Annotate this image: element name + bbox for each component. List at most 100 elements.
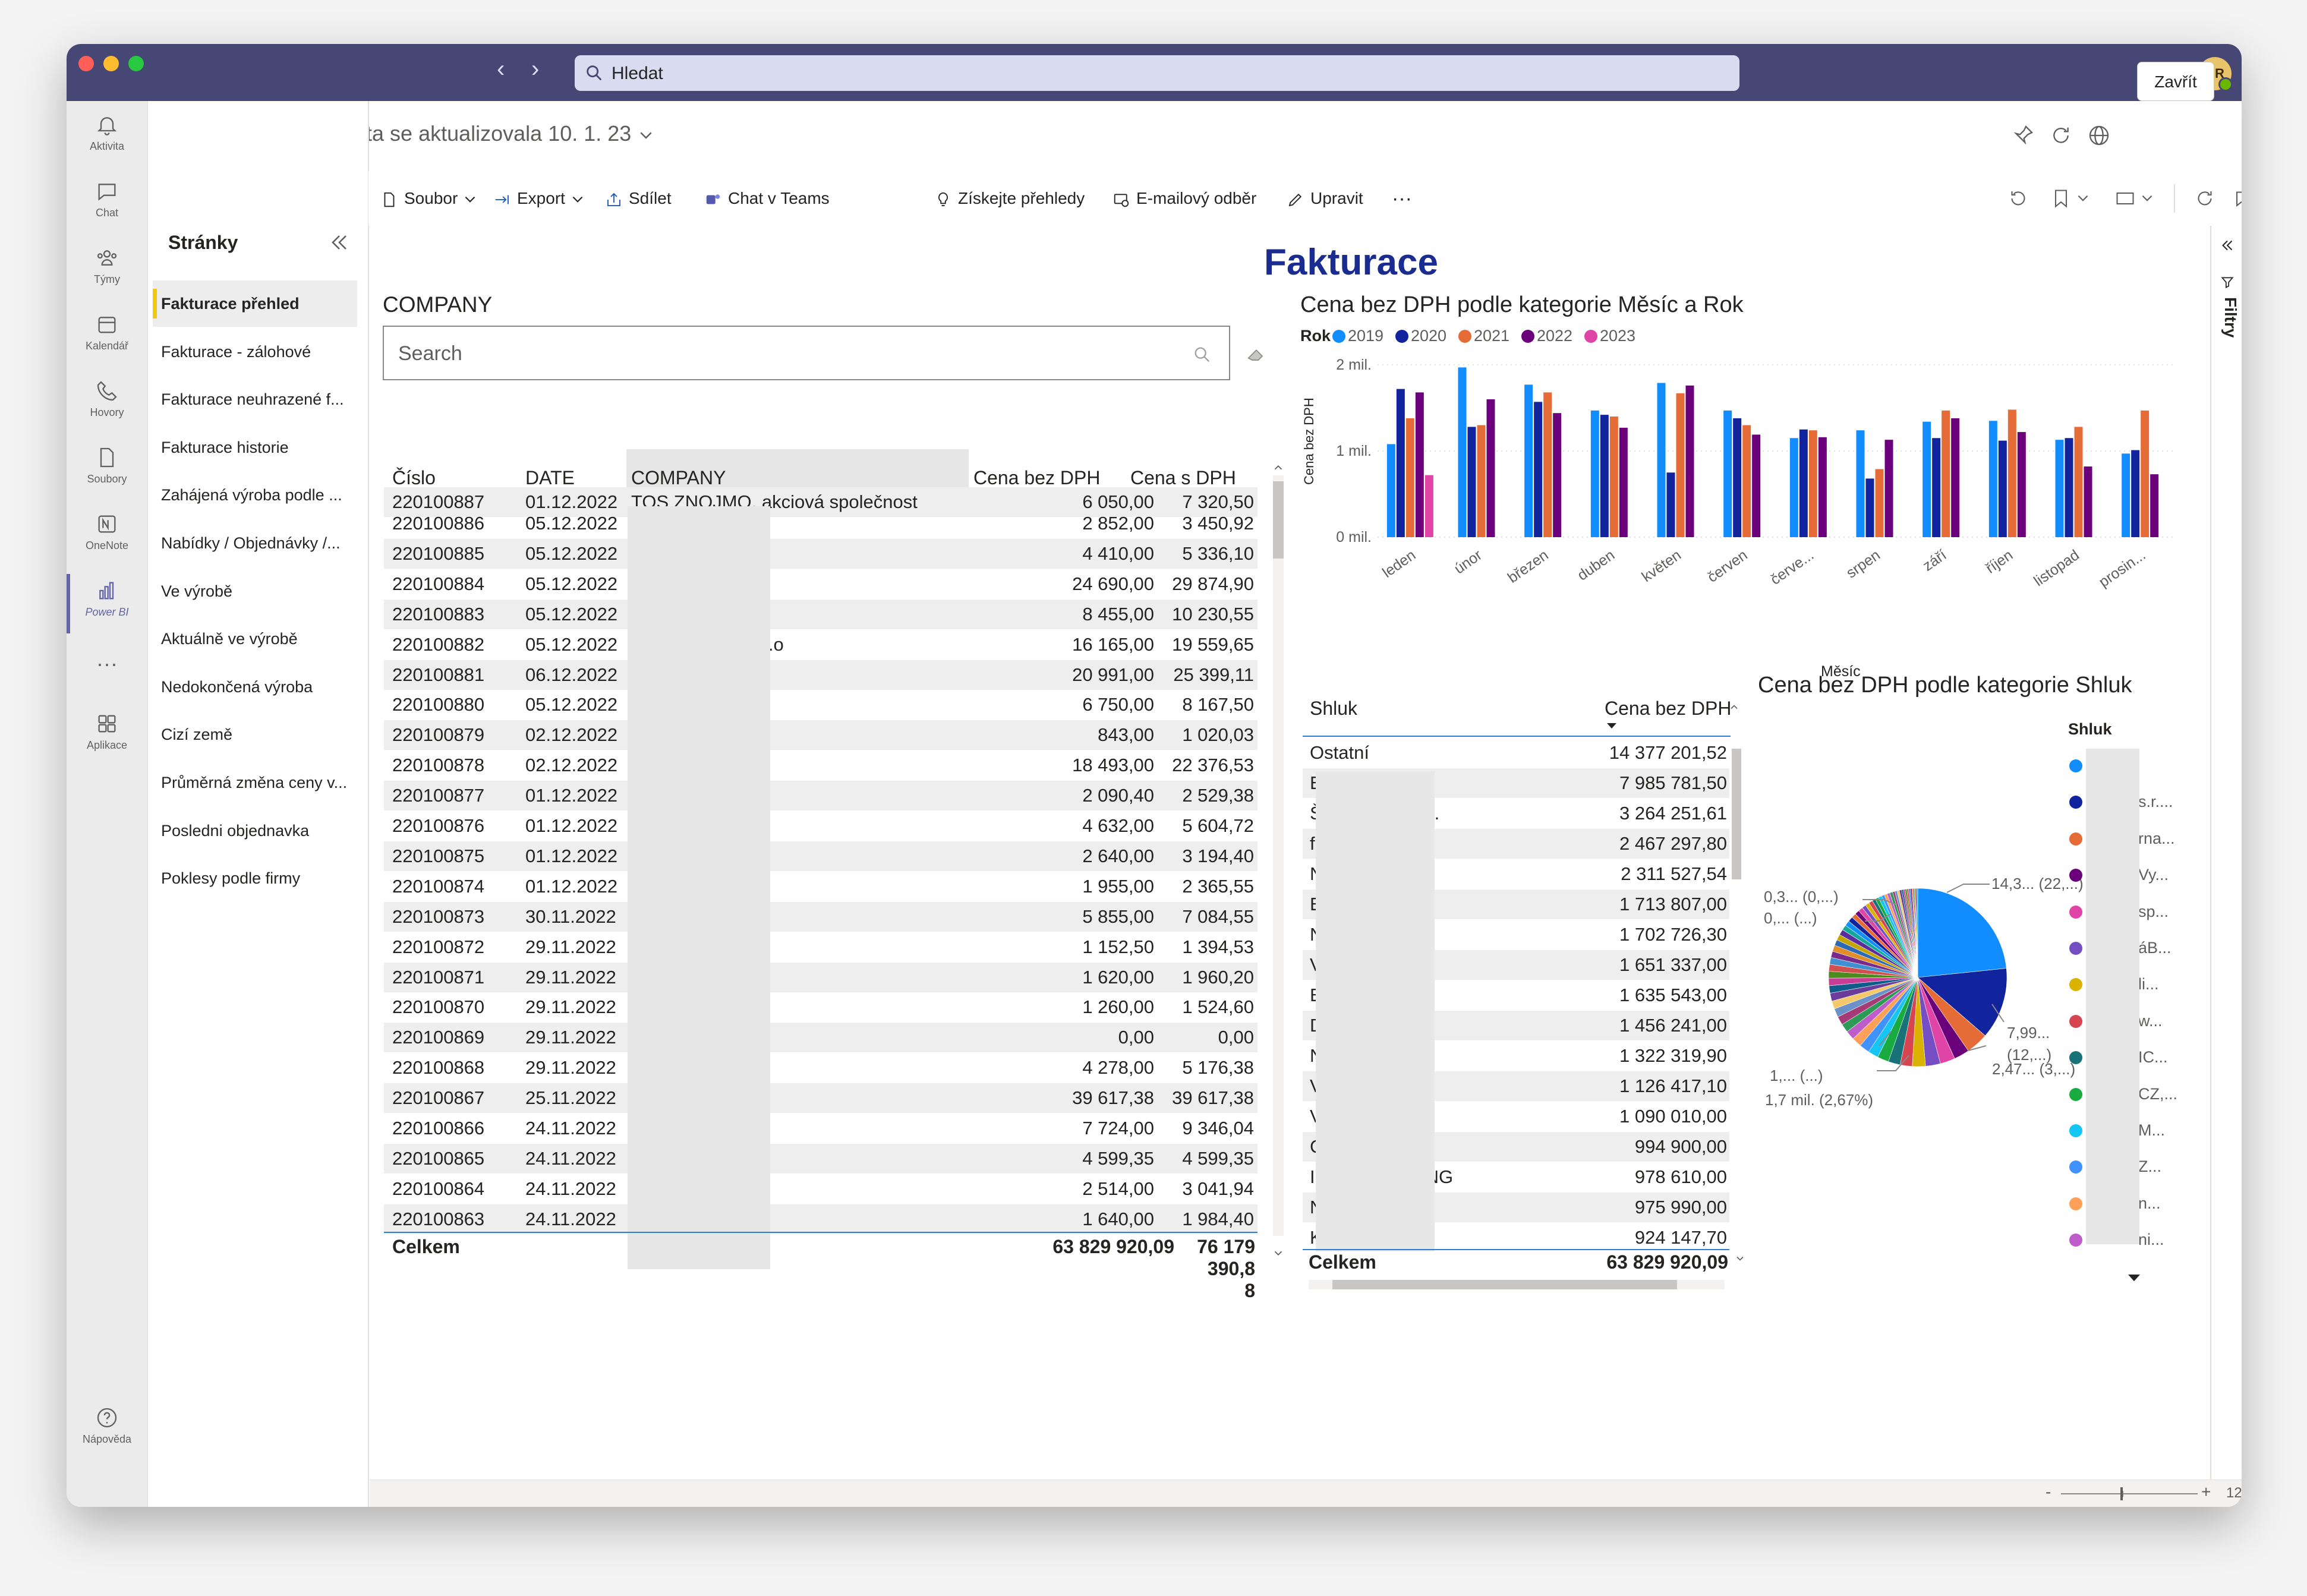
legend-scroll-down-icon[interactable] [2125, 1272, 2143, 1283]
zoom-slider-track[interactable] [2061, 1493, 2198, 1494]
bar-2022[interactable] [2150, 474, 2159, 537]
column-header-shluk[interactable]: Shluk [1310, 698, 1358, 719]
scroll-down-icon[interactable] [1734, 1253, 1746, 1264]
pie-legend-label[interactable]: n... [2138, 1194, 2161, 1212]
column-header-company[interactable]: COMPANY [631, 467, 726, 488]
page-tab[interactable]: Posledni objednavka [161, 821, 310, 840]
rail-item-teams[interactable]: Týmy [67, 246, 147, 286]
pie-legend-dot-icon[interactable] [2069, 759, 2082, 772]
pie-legend-dot-icon[interactable] [2069, 832, 2082, 846]
bookmark-icon[interactable] [2050, 188, 2072, 209]
bar-2019[interactable] [1524, 384, 1533, 537]
bar-2021[interactable] [1808, 430, 1817, 537]
bar-2019[interactable] [1856, 430, 1865, 537]
rail-item-help[interactable]: Nápověda [67, 1406, 147, 1446]
bar-2023[interactable] [1424, 475, 1433, 537]
bar-2020[interactable] [1600, 415, 1609, 537]
shluk-scrollbar-thumb[interactable] [1732, 749, 1741, 879]
pie-legend-label[interactable]: áB... [2138, 939, 2172, 957]
file-menu-button[interactable]: Soubor [380, 171, 484, 226]
column-header-shluk-cena[interactable]: Cena bez DPH [1605, 698, 1732, 719]
page-tab[interactable]: Fakturace přehled [153, 280, 357, 327]
pie-slice[interactable] [1916, 888, 1918, 978]
rail-item-powerbi[interactable]: Power BI [67, 579, 147, 619]
page-tab[interactable]: Fakturace neuhrazené f... [161, 390, 344, 409]
pie-legend-label[interactable]: sp... [2138, 902, 2169, 920]
collapse-pages-icon[interactable] [326, 229, 352, 256]
column-header-cena-bez-dph[interactable]: Cena bez DPH [973, 467, 1101, 488]
view-icon[interactable] [2114, 188, 2136, 209]
bar-2021[interactable] [1543, 392, 1552, 537]
invoice-scrollbar-track[interactable] [1273, 475, 1284, 1236]
bar-2020[interactable] [1396, 389, 1405, 537]
bar-2022[interactable] [1486, 399, 1495, 537]
page-tab[interactable]: Průměrná změna ceny v... [161, 774, 348, 791]
legend-item-2022[interactable]: 2022 [1521, 327, 1572, 345]
email-subscription-button[interactable]: E-mailový odběr [1112, 171, 1256, 226]
bar-2022[interactable] [1553, 413, 1562, 537]
bar-2022[interactable] [1951, 418, 1960, 537]
legend-item-2021[interactable]: 2021 [1458, 327, 1509, 345]
pie-legend-dot-icon[interactable] [2069, 1234, 2082, 1247]
rail-item-calls[interactable]: Hovory [67, 379, 147, 419]
rail-item-activity[interactable]: Aktivita [67, 113, 147, 153]
rail-more-apps-icon[interactable]: ··· [67, 651, 147, 676]
bar-2021[interactable] [1405, 418, 1414, 537]
rail-item-files[interactable]: Soubory [67, 446, 147, 485]
bar-2022[interactable] [1818, 437, 1827, 537]
page-tab[interactable]: Nedokončená výroba [161, 677, 313, 696]
pie-legend-label[interactable]: Vy... [2138, 866, 2169, 884]
close-window-button[interactable] [78, 56, 94, 71]
pie-slice[interactable] [1917, 888, 2007, 978]
legend-item-2019[interactable]: 2019 [1332, 327, 1383, 345]
rail-item-calendar[interactable]: Kalendář [67, 313, 147, 352]
bar-2019[interactable] [2055, 440, 2064, 537]
pie-legend-dot-icon[interactable] [2069, 1014, 2082, 1028]
bar-2022[interactable] [1884, 440, 1893, 537]
zoom-out-button[interactable]: - [2046, 1483, 2051, 1501]
pie-legend-dot-icon[interactable] [2069, 796, 2082, 809]
company-search-slicer[interactable]: Search [383, 326, 1230, 380]
bar-2022[interactable] [1685, 385, 1694, 537]
bar-2019[interactable] [1590, 410, 1599, 537]
close-button[interactable]: Zavřít [2137, 62, 2214, 101]
bar-2019[interactable] [1789, 438, 1798, 537]
pie-legend-label[interactable]: CZ,... [2138, 1084, 2177, 1103]
pie-legend-label[interactable]: s.r.... [2138, 793, 2173, 811]
column-header-cena-s-dph[interactable]: Cena s DPH [1130, 467, 1236, 488]
column-header-date[interactable]: DATE [525, 467, 575, 488]
pie-legend-dot-icon[interactable] [2069, 1051, 2082, 1065]
bar-2019[interactable] [1386, 444, 1395, 537]
column-header-cislo[interactable]: Číslo [392, 467, 436, 488]
page-tab[interactable]: Poklesy podle firmy [161, 869, 301, 888]
edit-button[interactable]: Upravit [1287, 171, 1363, 226]
bar-2022[interactable] [1415, 392, 1424, 537]
get-insights-button[interactable]: Získejte přehledy [934, 171, 1085, 226]
toolbar-more-button[interactable]: ··· [1392, 187, 1412, 210]
eraser-icon[interactable] [1244, 342, 1268, 366]
bar-2020[interactable] [1534, 402, 1543, 537]
back-arrow-icon[interactable]: ‹ [497, 56, 505, 82]
zoom-slider-thumb[interactable] [2120, 1487, 2123, 1500]
pie-legend-dot-icon[interactable] [2069, 905, 2082, 919]
refresh-visuals-icon[interactable] [2194, 188, 2215, 209]
pie-legend-dot-icon[interactable] [2069, 1124, 2082, 1137]
bar-2020[interactable] [2065, 438, 2073, 537]
pie-legend-label[interactable]: Z... [2138, 1157, 2161, 1176]
page-tab[interactable]: Zahájená výroba podle ... [161, 486, 342, 504]
pie-legend-dot-icon[interactable] [2069, 1197, 2082, 1210]
bar-2022[interactable] [1619, 427, 1628, 537]
zoom-window-button[interactable] [128, 56, 144, 71]
bar-2021[interactable] [1875, 469, 1884, 537]
bar-2019[interactable] [1988, 421, 1997, 537]
